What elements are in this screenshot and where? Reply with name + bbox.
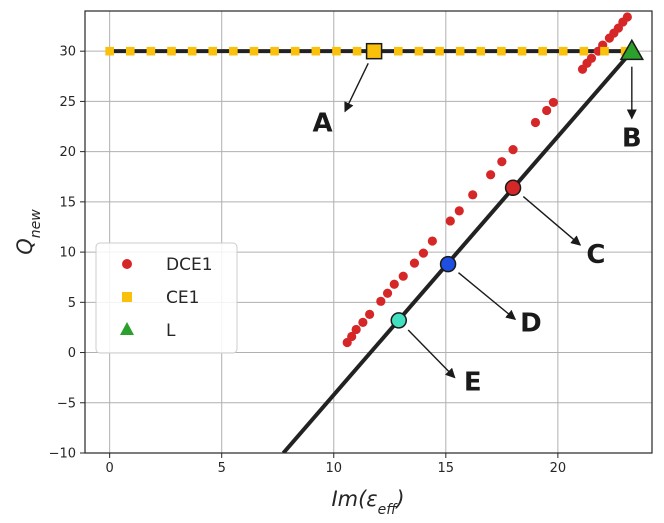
- legend-label-ce1: CE1: [166, 288, 199, 308]
- y-tick-label: 0: [68, 346, 76, 361]
- dce1-point: [445, 216, 455, 226]
- ce1-point: [332, 46, 341, 56]
- legend-label-l: L: [166, 321, 176, 341]
- legend-label-dce1: DCE1: [166, 255, 213, 275]
- dce1-point: [542, 105, 552, 116]
- ce1-point: [455, 46, 465, 56]
- dce1-point: [486, 170, 496, 180]
- y-tick-label: −10: [49, 447, 76, 462]
- y-tick-label: 30: [59, 45, 76, 60]
- highlight-point-c: [504, 179, 522, 197]
- ce1-point: [497, 46, 506, 56]
- dce1-point: [351, 324, 361, 335]
- legend-marker-dce1: [122, 259, 132, 269]
- ce1-point: [352, 46, 362, 56]
- ce1-point: [290, 46, 300, 56]
- ce1-point: [125, 46, 135, 56]
- dce1-point: [418, 248, 429, 258]
- legend: DCE1 CE1 L: [95, 242, 238, 354]
- x-tick-label: 20: [550, 461, 567, 476]
- ce1-point: [311, 46, 321, 56]
- dce1-point: [358, 317, 368, 328]
- arrow-a: [344, 63, 369, 113]
- ce1-point: [394, 46, 403, 56]
- plot-content: [105, 12, 640, 453]
- arrow-d: [458, 272, 517, 321]
- legend-frame: [95, 242, 238, 354]
- dce1-point: [398, 271, 408, 281]
- dce1-point: [376, 296, 386, 306]
- ce1-point: [558, 46, 568, 56]
- ce1-point: [187, 46, 197, 56]
- callout-label-d: D: [520, 308, 542, 338]
- dce1-point: [409, 258, 420, 268]
- ce1-point: [579, 46, 589, 56]
- legend-marker-ce1: [122, 292, 132, 302]
- callout-label-c: C: [586, 240, 605, 270]
- ce1-point: [146, 46, 156, 56]
- ce1-point: [414, 46, 424, 56]
- callout-label-a: A: [312, 109, 332, 139]
- ce1-point: [517, 46, 527, 56]
- dce1-point: [622, 12, 632, 22]
- ce1-point: [270, 46, 279, 56]
- y-tick-label: 15: [59, 195, 76, 210]
- ce1-point: [208, 46, 218, 56]
- ce1-point: [249, 46, 259, 56]
- x-tick-label: 5: [218, 461, 226, 476]
- arrow-e: [407, 329, 456, 379]
- callouts: A B C D E: [312, 38, 645, 398]
- plot-frame: [84, 10, 653, 454]
- y-tick-label: −5: [57, 396, 76, 411]
- dce1-point: [365, 309, 375, 319]
- ce1-point: [229, 46, 238, 56]
- ce1-point: [538, 46, 547, 56]
- arrow-c: [522, 196, 582, 246]
- highlight-point-e: [390, 312, 408, 329]
- dce1-point: [382, 288, 393, 298]
- dce1-point: [586, 53, 597, 63]
- highlight-point-a: [365, 42, 383, 60]
- highlight-point-b: [619, 38, 645, 61]
- dce1-point: [548, 97, 558, 108]
- x-axis-title: Im(εeff): [331, 487, 404, 518]
- legend-marker-l: [120, 322, 134, 335]
- grid: [85, 11, 652, 454]
- y-tick-label: 10: [59, 246, 76, 261]
- dce1-point: [468, 190, 478, 200]
- ce1-point: [105, 46, 114, 56]
- y-axis-title: Qnew: [13, 209, 44, 255]
- dce1-point: [389, 279, 399, 289]
- dce1-point: [508, 145, 518, 155]
- trend-line-2: [281, 49, 634, 453]
- y-tick-label: 5: [68, 296, 76, 311]
- y-tick-label: 25: [59, 95, 76, 110]
- y-tick-label: 20: [59, 145, 76, 160]
- callout-label-b: B: [622, 124, 642, 154]
- dce1-point: [530, 117, 541, 128]
- dce1-point: [497, 157, 507, 167]
- callout-label-e: E: [464, 368, 482, 398]
- ce1-point: [600, 46, 609, 56]
- ticks: 0 5 10 15 20 −10 −5 0 5 10 15 20 25 30: [49, 45, 567, 476]
- dce1-point: [427, 236, 437, 246]
- x-tick-label: 15: [438, 461, 455, 476]
- highlight-point-d: [439, 255, 457, 273]
- dce1-point: [454, 206, 464, 216]
- x-tick-label: 0: [106, 461, 114, 476]
- ce1-point: [435, 46, 444, 56]
- ce1-point: [476, 46, 486, 56]
- dce1-point: [347, 331, 357, 342]
- x-tick-label: 10: [325, 461, 342, 476]
- ce1-point: [167, 46, 176, 56]
